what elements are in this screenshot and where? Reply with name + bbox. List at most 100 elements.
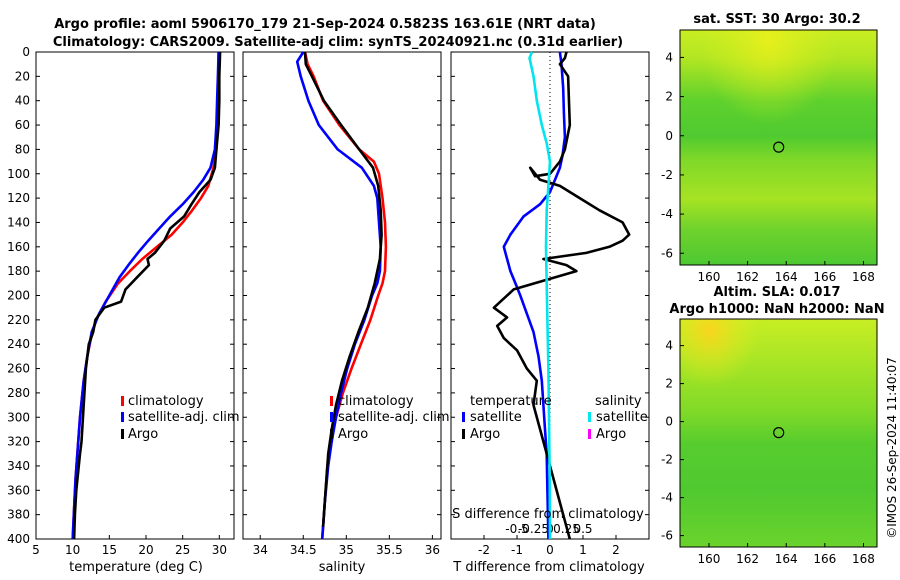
temperature-panel-frame: [35, 51, 235, 540]
y-tick-label: 120: [7, 191, 30, 205]
map-x-tick-label: 168: [852, 552, 875, 566]
y-tick-label: 100: [7, 167, 30, 181]
legend-swatch-t-satellite: [462, 412, 465, 422]
map-y-tick-label: -6: [661, 246, 673, 260]
temperature-legend: climatology satellite-adj. clim Argo: [121, 394, 240, 442]
temperature-xlabel: temperature (deg C): [69, 560, 203, 575]
legend-label-climatology: climatology: [128, 394, 204, 409]
y-tick-label: 160: [7, 240, 30, 254]
x-tick-label: 25: [175, 543, 190, 557]
legend-swatch-satellite: [330, 412, 333, 422]
map-x-tick-label: 162: [736, 270, 759, 284]
legend-label-t-argo: Argo: [470, 427, 500, 442]
y-tick-label: 260: [7, 362, 30, 376]
legend-label-satellite: satellite-adj. clim: [128, 410, 240, 425]
sst-map-title: sat. SST: 30 Argo: 30.2: [693, 12, 860, 27]
y-tick-label: 60: [15, 118, 30, 132]
map-y-tick-label: -4: [661, 491, 673, 505]
x-tick-label: 2: [612, 543, 620, 557]
salinity-plot: 34 34.5 35 35.5 36: [243, 51, 441, 557]
sla-map-axes: 160 162 164 166 168 4 2 0 -2 -4 -6: [661, 339, 875, 566]
legend-label-satellite: satellite-adj. clim: [338, 410, 450, 425]
x-tick-label: 0: [546, 543, 554, 557]
figure-title-line1: Argo profile: aoml 5906170_179 21-Sep-20…: [54, 17, 596, 32]
sla-map-title1: Altim. SLA: 0.017: [714, 285, 841, 300]
map-y-tick-label: 2: [665, 90, 673, 104]
s-tick-label: 0.5: [573, 522, 592, 536]
x-tick-label: 1: [579, 543, 587, 557]
sst-map-axes: 160 162 164 166 168 4 2 0 -2 -4 -6: [661, 50, 875, 284]
legend-swatch-satellite: [121, 412, 124, 422]
y-tick-label: 40: [15, 94, 30, 108]
legend-swatch-climatology: [330, 396, 333, 406]
map-y-tick-label: 4: [665, 339, 673, 353]
map-y-tick-label: -2: [661, 453, 673, 467]
y-tick-label: 240: [7, 337, 30, 351]
legend-label-argo: Argo: [128, 427, 158, 442]
sla-warm-patch: [680, 319, 877, 547]
legend-swatch-t-argo: [462, 429, 465, 439]
x-tick-label: 36: [425, 543, 440, 557]
y-tick-label: 180: [7, 264, 30, 278]
difference-plot: -2 -1 0 1 2-0.5-0.250 0.250.5: [451, 51, 649, 557]
y-tick-label: 140: [7, 215, 30, 229]
legend-label-s-argo: Argo: [596, 427, 626, 442]
x-tick-label: 15: [102, 543, 117, 557]
legend-swatch-climatology: [121, 396, 124, 406]
series-line-s-satellite: [528, 51, 552, 540]
x-tick-label: 35: [339, 543, 354, 557]
y-tick-label: 0: [22, 45, 30, 59]
map-y-tick-label: 0: [665, 415, 673, 429]
salinity-xlabel: salinity: [319, 560, 366, 575]
x-tick-label: 30: [212, 543, 227, 557]
difference-s-xlabel: S difference from climatology: [452, 507, 644, 522]
series-line-t-satellite: [502, 51, 567, 540]
y-tick-label: 80: [15, 142, 30, 156]
temperature-plot: 5 10 15 20 25 3002040608010012014016018020022…: [7, 45, 234, 557]
map-y-tick-label: -2: [661, 168, 673, 182]
y-tick-label: 300: [7, 410, 30, 424]
legend-label-climatology: climatology: [338, 394, 414, 409]
y-tick-label: 200: [7, 289, 30, 303]
map-x-tick-label: 164: [775, 270, 798, 284]
series-line-satellite-adj-clim: [71, 51, 220, 540]
map-x-tick-label: 166: [813, 552, 836, 566]
y-tick-label: 220: [7, 313, 30, 327]
figure-title-line2: Climatology: CARS2009. Satellite-adj cli…: [53, 35, 623, 50]
x-tick-label: -1: [511, 543, 523, 557]
map-x-tick-label: 168: [852, 270, 875, 284]
map-y-tick-label: 2: [665, 377, 673, 391]
y-tick-label: 360: [7, 483, 30, 497]
y-tick-label: 400: [7, 532, 30, 546]
map-y-tick-label: -4: [661, 207, 673, 221]
sla-map-title2: Argo h1000: NaN h2000: NaN: [669, 302, 884, 317]
x-tick-label: -2: [478, 543, 490, 557]
x-tick-label: 34: [253, 543, 268, 557]
legend-label-s-satellite: satellite: [596, 410, 648, 425]
legend-swatch-argo: [121, 429, 124, 439]
salinity-legend: climatology satellite-adj. clim Argo: [330, 394, 450, 442]
map-y-tick-label: -6: [661, 529, 673, 543]
copyright-timestamp: ©IMOS 26-Sep-2024 11:40:07: [885, 357, 899, 539]
legend-swatch-argo: [330, 429, 333, 439]
series-line-argo: [303, 51, 383, 527]
legend-label-argo: Argo: [338, 427, 368, 442]
x-tick-label: 35.5: [376, 543, 403, 557]
sla-argo-position-marker: [773, 427, 785, 439]
sst-map: 160 162 164 166 168 4 2 0 -2 -4 -6: [661, 29, 878, 284]
sst-warm-patch: [680, 30, 877, 265]
difference-legend: temperature salinity satellite Argo sate…: [462, 394, 648, 442]
legend-swatch-s-satellite: [588, 412, 591, 422]
y-tick-label: 320: [7, 435, 30, 449]
x-tick-label: 20: [138, 543, 153, 557]
map-y-tick-label: 4: [665, 50, 673, 64]
series-line-t-argo: [492, 51, 631, 540]
x-tick-label: 34.5: [290, 543, 317, 557]
sla-map: 160 162 164 166 168 4 2 0 -2 -4 -6: [661, 318, 878, 566]
difference-xlabel: T difference from climatology: [452, 560, 645, 575]
map-x-tick-label: 160: [698, 552, 721, 566]
map-x-tick-label: 166: [813, 270, 836, 284]
s-tick-label: -0.5: [505, 522, 528, 536]
sst-argo-position-marker: [773, 141, 785, 153]
legend-label-t-satellite: satellite: [470, 410, 522, 425]
